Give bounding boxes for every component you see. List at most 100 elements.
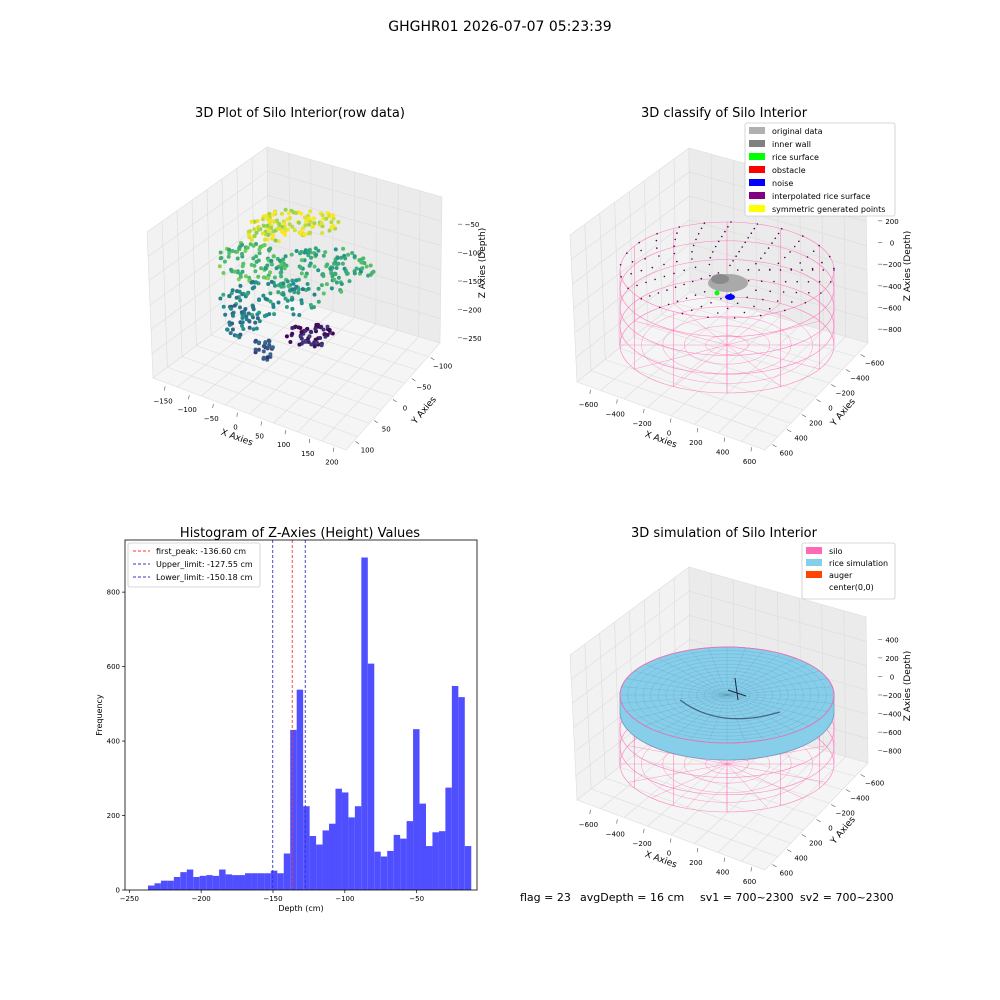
raw-point xyxy=(223,312,228,317)
sim-legend-swatch xyxy=(806,583,822,590)
hist-legend-frame xyxy=(127,542,261,588)
classify-legend-label: inner wall xyxy=(772,140,811,149)
hist-bar xyxy=(426,846,433,890)
classify-interp-point xyxy=(760,257,762,260)
raw-point xyxy=(256,347,261,352)
raw-point xyxy=(302,215,307,220)
classify-interp-point xyxy=(654,278,656,281)
raw-point xyxy=(277,226,282,231)
classify-floor-spoke xyxy=(673,303,728,346)
panel-raw-data: 3D Plot of Silo Interior(row data) −150 −… xyxy=(146,106,488,467)
raw-point xyxy=(320,224,325,229)
sim-legend-swatch xyxy=(806,571,822,578)
tick xyxy=(212,403,214,409)
hist-bar xyxy=(303,806,310,890)
raw-point xyxy=(275,218,279,223)
raw-point xyxy=(265,223,270,228)
gridline xyxy=(151,267,441,354)
hist-bar xyxy=(238,875,245,890)
hist-bar xyxy=(341,792,349,890)
raw-point xyxy=(350,251,355,255)
classify-legend-label: interpolated rice surface xyxy=(772,192,870,201)
raw-point xyxy=(262,243,267,247)
raw-point xyxy=(303,223,308,228)
classify-legend-swatch xyxy=(749,166,765,173)
raw-point xyxy=(324,216,329,221)
raw-point xyxy=(267,312,272,317)
gridline xyxy=(570,590,867,680)
tick xyxy=(696,428,699,433)
classify-y-tick-label: 0 xyxy=(828,405,832,413)
hist-bar xyxy=(244,873,252,890)
raw-point xyxy=(343,269,348,274)
raw-point xyxy=(371,269,376,274)
sim-x-tick-label: −600 xyxy=(579,821,598,829)
hist-bar xyxy=(432,832,439,890)
raw-point xyxy=(259,266,264,271)
raw-point xyxy=(312,264,317,269)
raw-z-tick-label: −150 xyxy=(462,278,481,286)
classify-x-tick-label: 600 xyxy=(743,458,756,466)
hist-legend: first_peak: -136.60 cm Upper_limit: -127.… xyxy=(127,542,261,588)
tick xyxy=(643,408,645,414)
tick xyxy=(801,414,807,418)
hist-bar xyxy=(400,838,407,890)
classify-legend-label: noise xyxy=(772,179,793,188)
classify-interp-point xyxy=(631,261,634,263)
raw-y-tick-label: −50 xyxy=(416,384,431,392)
raw-point xyxy=(299,265,304,270)
sim-rice-mesh-spoke xyxy=(690,694,728,741)
classify-interp-point xyxy=(700,277,703,280)
classify-interp-point xyxy=(755,289,757,292)
raw-point xyxy=(274,266,279,271)
hist-bar xyxy=(445,787,452,890)
classify-interp-point xyxy=(789,251,791,253)
gridline xyxy=(297,330,398,433)
classify-interp-point xyxy=(620,276,622,278)
raw-point xyxy=(245,245,250,250)
classify-interp-point xyxy=(833,267,835,270)
sim-rice-ridge xyxy=(679,699,781,720)
classify-interp-point xyxy=(626,252,628,254)
raw-point xyxy=(222,259,227,264)
raw-point xyxy=(294,249,299,253)
raw-point xyxy=(232,269,237,274)
classify-legend-label: obstacle xyxy=(772,166,806,175)
raw-points xyxy=(217,207,376,362)
raw-point xyxy=(325,262,330,267)
raw-panes xyxy=(146,146,443,451)
raw-point xyxy=(271,254,276,259)
classify-interp-point xyxy=(804,301,807,304)
hist-bar xyxy=(212,875,220,890)
raw-point xyxy=(299,301,304,306)
hist-bar xyxy=(451,685,459,890)
classify-z-tick-label: 200 xyxy=(885,218,898,226)
raw-title: 3D Plot of Silo Interior(row data) xyxy=(195,106,405,121)
raw-point xyxy=(247,232,252,237)
raw-point xyxy=(256,258,261,263)
raw-point xyxy=(261,344,266,349)
sim-floor-spoke xyxy=(685,763,728,809)
classify-interp-point xyxy=(645,281,647,284)
sim-floor-spoke xyxy=(726,763,769,809)
hist-bar xyxy=(374,851,381,890)
raw-point xyxy=(284,305,289,309)
classify-interp-point xyxy=(759,314,762,317)
sim-floor-spoke xyxy=(651,763,728,799)
tick xyxy=(670,838,672,843)
raw-z-tick-label: −50 xyxy=(465,221,480,229)
classify-z-tick-label: −200 xyxy=(882,261,901,269)
classify-interp-point xyxy=(806,256,809,258)
tick xyxy=(772,864,777,868)
raw-point xyxy=(318,336,323,340)
raw-point xyxy=(271,305,276,309)
sim-silo-top-ring xyxy=(619,646,835,744)
sim-rice-mesh-spoke xyxy=(726,647,746,696)
classify-interp-point xyxy=(829,281,832,283)
sim-x-tick-label: −400 xyxy=(606,830,625,838)
raw-point xyxy=(343,256,348,261)
hist-bar xyxy=(322,830,330,890)
raw-point xyxy=(296,290,301,295)
tick xyxy=(284,430,286,435)
hist-title: Histogram of Z-Axies (Height) Values xyxy=(180,526,420,541)
